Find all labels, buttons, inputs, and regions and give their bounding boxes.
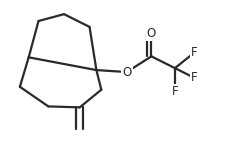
Text: F: F — [191, 71, 198, 84]
Text: O: O — [122, 66, 131, 79]
Text: F: F — [172, 85, 178, 98]
Text: F: F — [191, 46, 198, 59]
Text: O: O — [147, 27, 156, 40]
